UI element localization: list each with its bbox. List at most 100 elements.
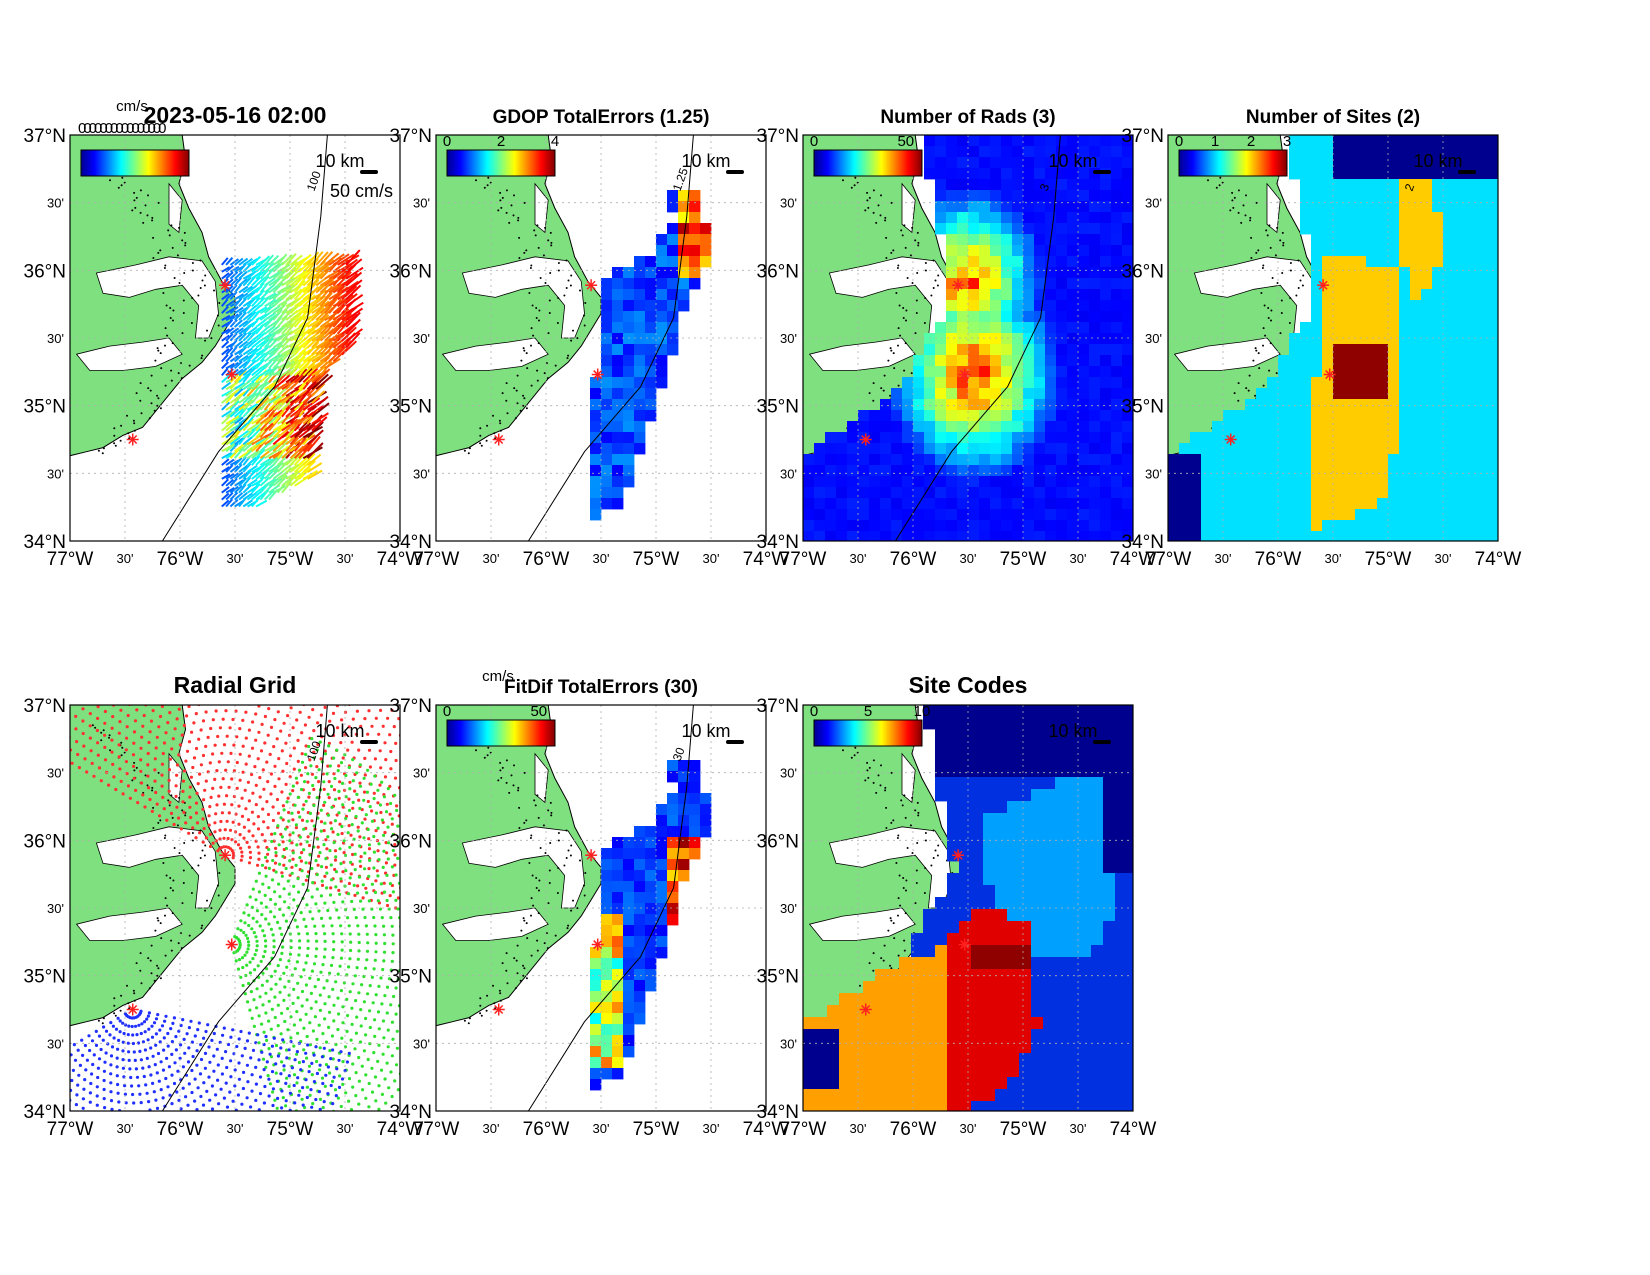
panel-totals-vectors: 100 50 cm/s 37°N 30' 36°N 30' 35°N 30' 34°N77°W 3… — [24, 98, 424, 570]
colorbar-tick: 2 — [1247, 133, 1255, 150]
site-marker — [958, 938, 971, 951]
sound-water — [901, 182, 916, 234]
lon-minor-label: 30' — [337, 551, 354, 566]
lat-label: 36°N — [1122, 261, 1164, 282]
lon-label: 75°W — [633, 1119, 680, 1140]
lat-label: 34°N — [757, 532, 799, 553]
lat-label: 36°N — [24, 831, 66, 852]
panel-title: Site Codes — [909, 672, 1028, 698]
lat-minor-label: 30' — [1145, 466, 1162, 481]
axes-frame — [1167, 134, 1499, 542]
lat-label: 36°N — [390, 261, 432, 282]
lon-label: 74°W — [1475, 549, 1522, 570]
lon-minor-label: 30' — [483, 551, 500, 566]
site-marker — [126, 1003, 139, 1016]
lat-label: 36°N — [390, 831, 432, 852]
colorbar-tick: 0 — [810, 703, 818, 720]
panel-rads: 3 37°N 30' 36°N 30' 35°N 30' 34°N77°W 30' 76°W 30'… — [757, 107, 1157, 570]
lat-minor-label: 30' — [780, 901, 797, 916]
scale-bar-label: 10 km — [1048, 721, 1097, 741]
site-marker — [492, 1003, 505, 1016]
sound-water — [534, 182, 549, 234]
axes-frame — [69, 134, 401, 542]
lat-label: 37°N — [757, 696, 799, 717]
lon-label: 77°W — [47, 1119, 94, 1140]
sound-water — [1173, 337, 1281, 371]
panel-title: FitDif TotalErrors (30) — [504, 677, 698, 698]
lon-label: 76°W — [890, 549, 937, 570]
scale-bar-label: 10 km — [1413, 151, 1462, 171]
fitdif-field — [590, 760, 712, 1091]
lat-label: 37°N — [1122, 126, 1164, 147]
lon-label: 74°W — [1110, 1119, 1157, 1140]
lat-label: 36°N — [24, 261, 66, 282]
panel-fitdif: 30 37°N 30' 36°N 30' 35°N 30' 34°N77°W 30' 76°W 30… — [390, 668, 790, 1140]
lat-minor-label: 30' — [47, 331, 64, 346]
site-marker — [219, 279, 232, 292]
colorbar-ticks-overlapped: 0000000000000000 — [78, 120, 166, 137]
lat-label: 34°N — [390, 1102, 432, 1123]
lat-label: 34°N — [24, 1102, 66, 1123]
lat-minor-label: 30' — [780, 1036, 797, 1051]
site-marker — [1224, 433, 1237, 446]
lat-minor-label: 30' — [413, 331, 430, 346]
sites-field — [1168, 135, 1498, 541]
bathymetry-contour — [527, 705, 694, 1111]
site-marker — [952, 279, 965, 292]
lon-label: 77°W — [780, 549, 827, 570]
axes-frame — [435, 704, 767, 1112]
axes-frame — [802, 134, 1134, 542]
lat-minor-label: 30' — [47, 196, 64, 211]
lon-minor-label: 30' — [850, 1121, 867, 1136]
lon-label: 77°W — [780, 1119, 827, 1140]
axes-frame — [69, 704, 401, 1112]
sound-water — [75, 907, 183, 941]
lat-label: 37°N — [24, 696, 66, 717]
sound-water — [441, 337, 549, 371]
site-marker — [492, 433, 505, 446]
scale-bar-label: 10 km — [315, 721, 364, 741]
lon-label: 76°W — [1255, 549, 1302, 570]
colorbar — [1178, 149, 1288, 177]
lon-label: 75°W — [267, 549, 314, 570]
colorbar-tick: 0 — [810, 133, 818, 150]
coast-dots — [91, 724, 221, 1025]
lat-label: 35°N — [390, 967, 432, 988]
lat-minor-label: 30' — [780, 196, 797, 211]
grid-lines — [70, 705, 400, 1111]
lat-label: 35°N — [24, 397, 66, 418]
contour-label: 3 — [1037, 181, 1053, 192]
colorbar — [80, 149, 190, 177]
lat-label: 34°N — [390, 532, 432, 553]
lat-minor-label: 30' — [47, 766, 64, 781]
sound-water — [441, 907, 549, 941]
bathymetry-contour — [527, 135, 694, 541]
lat-minor-label: 30' — [1145, 331, 1162, 346]
lon-minor-label: 30' — [227, 551, 244, 566]
colorbar — [446, 149, 556, 177]
lat-minor-label: 30' — [413, 766, 430, 781]
lon-label: 74°W — [1110, 549, 1157, 570]
colorbar-tick: 5 — [864, 703, 872, 720]
site-marker — [225, 938, 238, 951]
lon-minor-label: 30' — [483, 1121, 500, 1136]
lon-label: 77°W — [47, 549, 94, 570]
lat-label: 36°N — [757, 261, 799, 282]
site-marker — [126, 433, 139, 446]
site-marker — [958, 368, 971, 381]
colorbar — [446, 719, 556, 747]
panel-title: Number of Sites (2) — [1246, 107, 1420, 128]
lon-label: 75°W — [1365, 549, 1412, 570]
scale-bar-label: 10 km — [1048, 151, 1097, 171]
gdop-field — [590, 190, 712, 521]
axes-frame — [435, 134, 767, 542]
sound-water — [901, 752, 916, 804]
lon-minor-label: 30' — [850, 551, 867, 566]
grid-lines — [436, 135, 766, 541]
site-marker — [859, 433, 872, 446]
lon-minor-label: 30' — [117, 551, 134, 566]
lat-minor-label: 30' — [1145, 196, 1162, 211]
lon-minor-label: 30' — [1325, 551, 1342, 566]
